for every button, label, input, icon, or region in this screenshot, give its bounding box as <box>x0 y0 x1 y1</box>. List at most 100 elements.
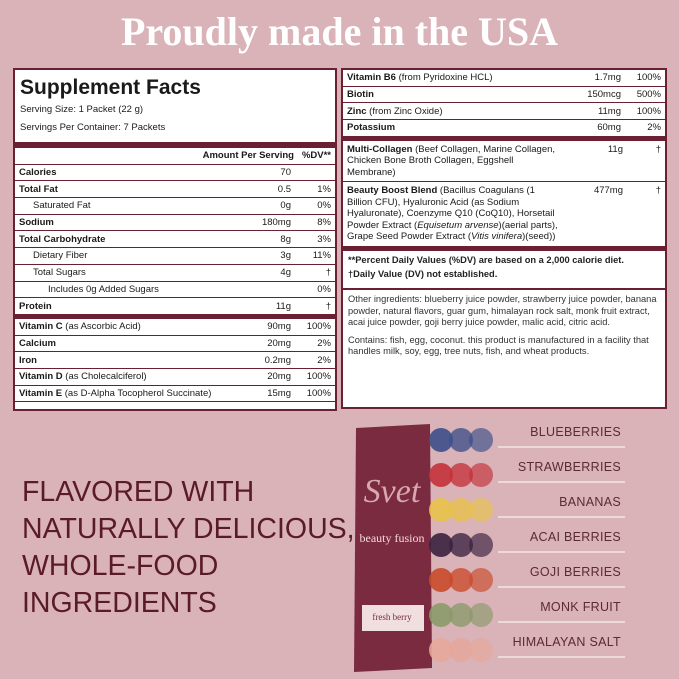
serving-size: Serving Size: 1 Packet (22 g) <box>20 104 144 115</box>
nutrient: Total Fat <box>19 184 221 195</box>
ingredient-label: BANANAS <box>559 495 621 509</box>
footnotes: **Percent Daily Values (%DV) are based o… <box>343 251 665 288</box>
blend-description: (Beef Collagen, Marine Collagen, Chicken… <box>347 143 556 178</box>
facts-row: Iron 0.2mg 2% <box>15 352 335 369</box>
blend-name: Beauty Boost Blend <box>347 185 438 197</box>
facts-row: Total Carbohydrate 8g 3% <box>15 231 335 249</box>
facts-row: Calcium 20mg 2% <box>15 336 335 353</box>
daily-value: † <box>655 185 661 197</box>
page-title: Proudly made in the USA <box>120 9 559 54</box>
headline-line: WHOLE-FOOD <box>22 550 219 582</box>
facts-row: Total Fat 0.5 1% <box>15 181 335 199</box>
nutrient-name: Total Sugars <box>33 267 86 279</box>
daily-value: 100% <box>306 371 331 383</box>
ingredient-label: HIMALAYAN SALT <box>512 635 621 649</box>
servings: Servings Per Container: 7 Packets <box>20 122 166 133</box>
daily-value: 0% <box>317 200 331 212</box>
divider <box>15 314 335 319</box>
daily-value: 2% <box>317 354 331 366</box>
fruit-image <box>449 603 473 627</box>
amount: 4g <box>280 267 291 279</box>
facts-row: Dietary Fiber 3g 11% <box>15 248 335 265</box>
facts-heading: Supplement Facts Serving Size: 1 Packet … <box>15 70 335 142</box>
blend-text: Multi-Collagen (Beef Collagen, Marine Co… <box>347 144 565 179</box>
blend-name: Multi-Collagen <box>347 143 413 155</box>
headline-line: FLAVORED WITH <box>22 476 255 508</box>
fruit-image <box>469 568 493 592</box>
ingredient-label: STRAWBERRIES <box>517 460 621 474</box>
facts-row: Includes 0g Added Sugars 0% <box>15 282 335 299</box>
amount: 11mg <box>597 105 621 117</box>
nutrient: Calories <box>19 167 221 178</box>
daily-value: 2% <box>317 337 331 349</box>
ingredient-label: GOJI BERRIES <box>529 565 621 579</box>
fruit-image <box>429 533 453 557</box>
amount: 3g <box>280 250 291 262</box>
divider <box>343 246 665 251</box>
daily-value: 0% <box>317 283 331 295</box>
nutrient: Biotin <box>347 89 551 100</box>
ingredient-label: BLUEBERRIES <box>530 425 621 439</box>
nutrient-name: Potassium <box>347 122 396 134</box>
nutrient: Sodium <box>19 217 221 228</box>
nutrient-name: Calcium <box>19 337 56 349</box>
column-header: Amount Per Serving %DV** <box>15 148 335 165</box>
product-name: beauty fusion <box>360 531 425 545</box>
nutrient: Saturated Fat <box>19 200 221 211</box>
dv-header: %DV** <box>301 150 331 162</box>
nutrient: Potassium <box>347 122 551 133</box>
amount: 150mcg <box>587 89 621 101</box>
nutrient-note: (from Pyridoxine HCL) <box>395 72 493 84</box>
nutrient-name: Total Carbohydrate <box>19 233 106 245</box>
supplement-facts-continued: Vitamin B6 (from Pyridoxine HCL) 1.7mg 100… <box>341 68 667 409</box>
daily-value: 11% <box>312 250 331 262</box>
facts-row: Biotin 150mcg 500% <box>343 87 665 104</box>
fruit-image <box>429 498 453 522</box>
amount: 0.5 <box>277 183 291 195</box>
supplement-facts: Supplement Facts Serving Size: 1 Packet … <box>13 68 337 411</box>
vitamin-rows: Vitamin C (as Ascorbic Acid) 90mg 100% Calc… <box>15 319 335 403</box>
amount: 0.2mg <box>264 354 291 366</box>
contains: Contains: fish, egg, coconut. this produ… <box>348 334 649 357</box>
nutrient-name: Total Fat <box>19 183 58 195</box>
daily-value: 100% <box>636 72 661 84</box>
nutrient-name: Iron <box>19 354 37 366</box>
other-ingredients: Other ingredients: blueberry juice powde… <box>348 293 657 328</box>
blend-description: )(seed)) <box>522 231 556 243</box>
fruit-image <box>429 603 453 627</box>
daily-value: † <box>655 143 661 155</box>
amount: 11g <box>607 143 623 155</box>
amount: 90mg <box>267 321 291 333</box>
facts-row: Vitamin B6 (from Pyridoxine HCL) 1.7mg 100… <box>343 70 665 87</box>
blend-description: )(aerial parts), Grape Seed Powder Extra… <box>347 219 558 243</box>
fruit-image <box>469 638 493 662</box>
amount: 0g <box>280 200 291 212</box>
nutrient: Includes 0g Added Sugars <box>19 284 221 295</box>
daily-value: 8% <box>317 217 331 229</box>
fruit-image <box>429 638 453 662</box>
fruit-image <box>469 533 493 557</box>
headline-line: NATURALLY DELICIOUS, <box>22 513 355 545</box>
amount: 11g <box>275 300 291 312</box>
daily-value: 100% <box>636 105 661 117</box>
facts-row: Sodium 180mg 8% <box>15 215 335 232</box>
fruit-image <box>429 463 453 487</box>
nutrient-name: Biotin <box>347 89 374 101</box>
brand: Svet <box>364 473 422 510</box>
nutrient-name: Vitamin E <box>19 387 63 399</box>
facts-row: Vitamin C (as Ascorbic Acid) 90mg 100% <box>15 319 335 336</box>
vitamin-rows: Vitamin B6 (from Pyridoxine HCL) 1.7mg 100… <box>343 70 665 137</box>
amount: 60mg <box>597 122 621 134</box>
blend-description: Vitis vinifera <box>471 231 523 243</box>
fruit-image <box>429 428 453 452</box>
facts-title: Supplement Facts <box>20 76 201 99</box>
amount: 20mg <box>267 371 291 383</box>
footnote: †Daily Value (DV) not established. <box>348 269 498 280</box>
nutrient-name: Sodium <box>19 217 54 229</box>
fruit-image <box>469 498 493 522</box>
amount: 1.7mg <box>594 72 621 84</box>
amount: 477mg <box>593 185 623 197</box>
facts-row: Zinc (from Zinc Oxide) 11mg 100% <box>343 103 665 121</box>
headline: FLAVORED WITH NATURALLY DELICIOUS, WHOLE-F… <box>22 474 355 622</box>
